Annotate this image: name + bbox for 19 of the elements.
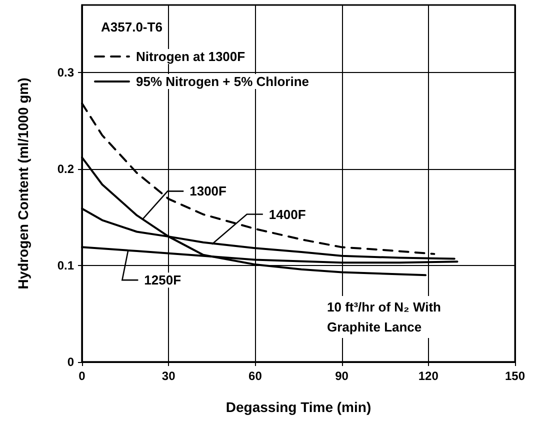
y-tick-label: 0.1 [57, 258, 74, 273]
legend-label: 95% Nitrogen + 5% Chlorine [136, 74, 310, 89]
y-tick-label: 0 [67, 355, 74, 369]
y-tick-label: 0.3 [57, 66, 74, 80]
annotation: 1250F [144, 272, 182, 288]
x-tick-label: 150 [504, 369, 526, 383]
y-axis-title: Hydrogen Content (ml/1000 gm) [15, 78, 31, 290]
y-tick-label: 0.2 [57, 162, 74, 176]
x-axis-title: Degassing Time (min) [226, 399, 372, 415]
x-tick-label: 60 [248, 369, 262, 383]
x-tick-label: 0 [78, 369, 86, 383]
annotation: 1300F [190, 184, 227, 199]
annotation: 10 ft³/hr of N₂ With Graphite Lance [327, 300, 445, 334]
annotation: A357.0-T6 [101, 20, 162, 34]
legend-label: Nitrogen at 1300F [136, 49, 246, 64]
annotation: 1400F [268, 206, 306, 222]
x-tick-label: 90 [335, 369, 349, 383]
x-tick-label: 30 [162, 369, 176, 383]
x-tick-label: 120 [418, 369, 439, 383]
